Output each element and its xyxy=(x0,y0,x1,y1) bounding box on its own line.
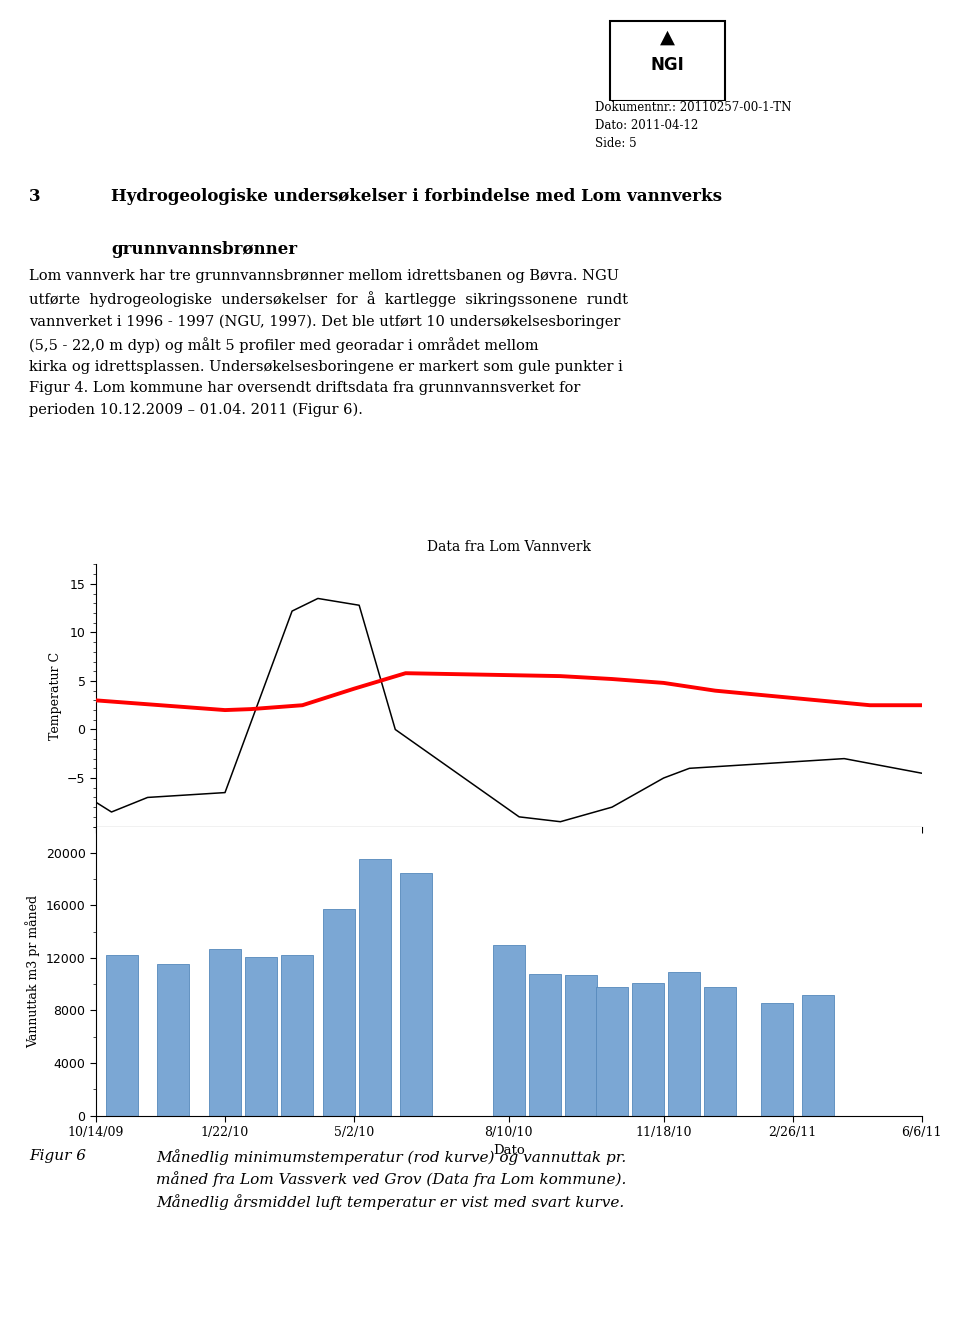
Bar xyxy=(529,973,561,1116)
Bar xyxy=(596,986,628,1116)
Bar xyxy=(400,872,432,1116)
Bar xyxy=(492,945,525,1116)
Bar xyxy=(323,910,354,1116)
Text: 3: 3 xyxy=(29,188,40,206)
Bar xyxy=(106,956,138,1116)
Bar xyxy=(761,1003,793,1116)
Bar xyxy=(281,956,313,1116)
Y-axis label: Temperatur C: Temperatur C xyxy=(49,652,61,739)
Title: Data fra Lom Vannverk: Data fra Lom Vannverk xyxy=(427,539,590,554)
Bar xyxy=(565,974,597,1116)
Bar xyxy=(803,995,834,1116)
Bar xyxy=(359,859,391,1116)
Text: Månedlig minimumstemperatur (rod kurve) og vannuttak pr.
måned fra Lom Vassverk : Månedlig minimumstemperatur (rod kurve) … xyxy=(156,1149,627,1210)
Bar xyxy=(705,986,736,1116)
Text: grunnvannsbrønner: grunnvannsbrønner xyxy=(110,241,297,258)
Text: Lom vannverk har tre grunnvannsbrønner mellom idrettsbanen og Bøvra. NGU
utførte: Lom vannverk har tre grunnvannsbrønner m… xyxy=(29,269,628,417)
FancyBboxPatch shape xyxy=(610,20,725,101)
Bar xyxy=(245,957,277,1116)
Bar xyxy=(668,972,700,1116)
Text: Hydrogeologiske undersøkelser i forbindelse med Lom vannverks: Hydrogeologiske undersøkelser i forbinde… xyxy=(110,188,722,206)
Text: Figur 6: Figur 6 xyxy=(29,1149,85,1163)
Bar xyxy=(209,949,241,1116)
Bar xyxy=(632,982,664,1116)
X-axis label: Dato: Dato xyxy=(492,1145,525,1157)
Text: Dokumentnr.: 20110257-00-1-TN
Dato: 2011-04-12
Side: 5: Dokumentnr.: 20110257-00-1-TN Dato: 2011… xyxy=(595,101,792,149)
Y-axis label: Vannuttak m3 pr måned: Vannuttak m3 pr måned xyxy=(25,895,40,1047)
Text: ▲: ▲ xyxy=(660,27,675,46)
Text: NGI: NGI xyxy=(650,56,684,74)
Bar xyxy=(157,965,189,1116)
